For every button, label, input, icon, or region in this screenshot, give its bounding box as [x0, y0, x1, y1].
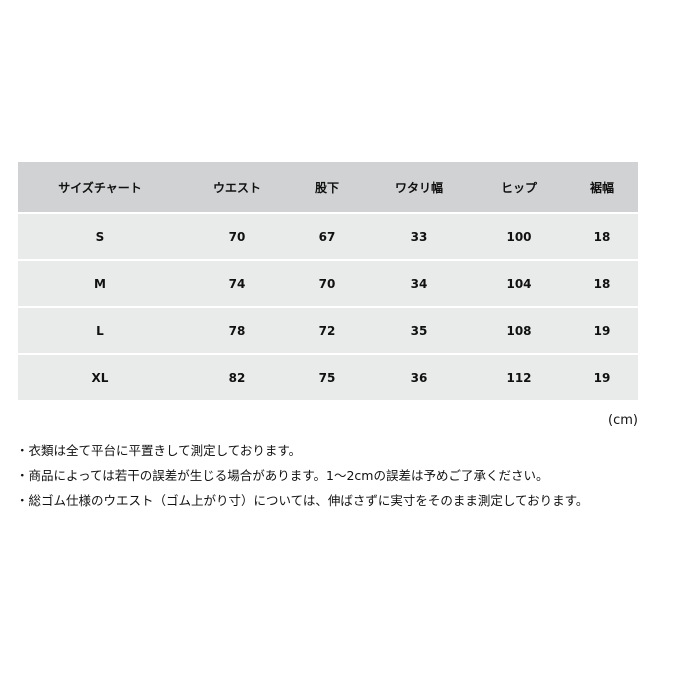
table-cell: 36 [410, 370, 428, 385]
notes: ・衣類は全て平台に平置きして測定しております。 ・商品によっては若干の誤差が生じ… [16, 438, 588, 513]
table-cell: 100 [506, 229, 532, 244]
table-cell: XL [91, 370, 109, 385]
table-cell: M [94, 276, 106, 291]
table-cell: 74 [228, 276, 246, 291]
table-cell: 112 [506, 370, 532, 385]
header-cell: ウエスト [212, 180, 262, 195]
table-cell: 78 [228, 323, 246, 338]
table-row: S 70 67 33 100 18 [18, 214, 638, 259]
table-cell: 19 [593, 370, 611, 385]
table-header: サイズチャート ウエスト 股下 ワタリ幅 ヒップ 裾幅 [18, 162, 638, 212]
header-cell: サイズチャート [58, 180, 142, 195]
table-cell: 67 [318, 229, 336, 244]
table-cell: 82 [228, 370, 246, 385]
header-cell: 裾幅 [589, 180, 615, 195]
table-cell: 19 [593, 323, 611, 338]
table-cell: 34 [410, 276, 428, 291]
table-cell: L [96, 323, 104, 338]
table-cell: 18 [593, 276, 611, 291]
table-cell: 35 [410, 323, 428, 338]
table-cell: 33 [410, 229, 428, 244]
table-cell: 108 [506, 323, 532, 338]
header-cell: 股下 [314, 180, 340, 195]
table-cell: 70 [228, 229, 246, 244]
note: ・総ゴム仕様のウエスト（ゴム上がり寸）については、伸ばさずに実寸をそのまま測定し… [16, 493, 589, 508]
table-cell: 70 [318, 276, 336, 291]
table-cell: 75 [318, 370, 336, 385]
table-cell: S [95, 229, 105, 244]
table-row: L 78 72 35 108 19 [18, 308, 638, 353]
header-cell: ヒップ [500, 180, 538, 195]
table-cell: 18 [593, 229, 611, 244]
table-row: M 74 70 34 104 18 [18, 261, 638, 306]
table-cell: 104 [506, 276, 532, 291]
table-row: XL 82 75 36 112 19 [18, 355, 638, 400]
note: ・商品によっては若干の誤差が生じる場合があります。1～2cmの誤差は予めご了承く… [16, 468, 549, 483]
unit-label: (cm) [608, 413, 638, 428]
header-cell: ワタリ幅 [394, 180, 444, 195]
table-cell: 72 [318, 323, 336, 338]
note: ・衣類は全て平台に平置きして測定しております。 [16, 443, 302, 458]
size-chart-table: サイズチャート ウエスト 股下 ワタリ幅 ヒップ 裾幅 S 70 67 33 100 18… [18, 162, 638, 402]
